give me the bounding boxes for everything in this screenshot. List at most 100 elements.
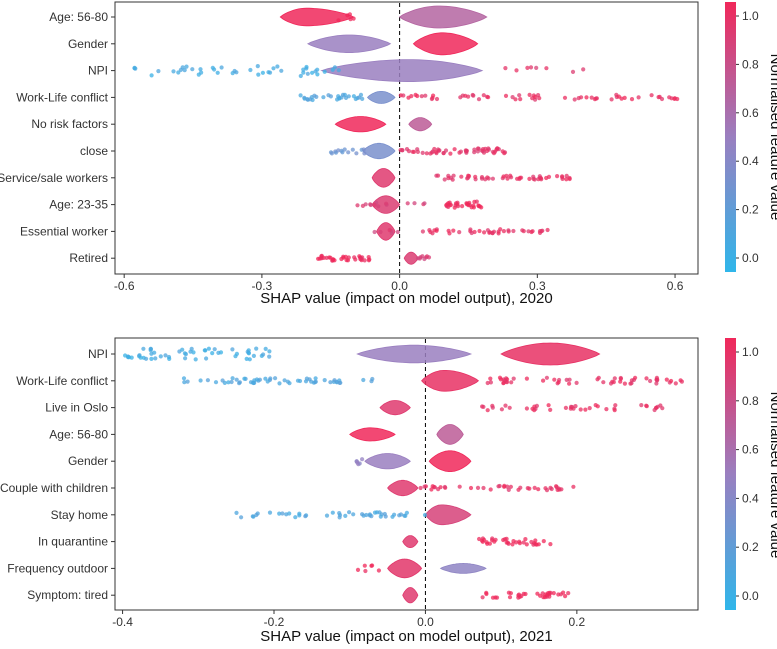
- shap-point: [517, 593, 521, 597]
- shap-point: [472, 150, 476, 154]
- shap-point: [301, 68, 305, 72]
- shap-point: [406, 201, 410, 205]
- shap-point: [557, 487, 561, 491]
- shap-point: [412, 150, 416, 154]
- x-tick-label: -0.4: [112, 615, 133, 629]
- shap-point: [639, 403, 643, 407]
- shap-point: [199, 378, 203, 382]
- feature-row: Age: 23-35: [49, 196, 483, 214]
- shap-point: [336, 18, 340, 22]
- shap-point: [231, 376, 235, 380]
- shap-point: [348, 12, 352, 16]
- shap-point: [495, 147, 499, 151]
- shap-point: [247, 351, 251, 355]
- shap-point: [368, 512, 372, 516]
- shap-point: [271, 66, 275, 70]
- shap-point: [537, 96, 541, 100]
- shap-point: [214, 380, 218, 384]
- feature-label: In quarantine: [38, 535, 108, 549]
- shap-point: [216, 351, 220, 355]
- shap-point: [422, 201, 426, 205]
- shap-point: [610, 97, 614, 101]
- shap-point: [527, 177, 531, 181]
- shap-point: [171, 69, 175, 73]
- shap-point: [376, 204, 380, 208]
- shap-point: [133, 66, 137, 70]
- shap-point: [517, 93, 521, 97]
- shap-point: [613, 376, 617, 380]
- shap-point: [477, 537, 481, 541]
- shap-point: [263, 377, 267, 381]
- shap-point: [319, 254, 323, 258]
- shap-point: [431, 94, 435, 98]
- shap-density-cluster: [441, 563, 486, 573]
- shap-point: [182, 380, 186, 384]
- shap-point: [325, 514, 329, 518]
- feature-row: Symptom: tired: [27, 588, 570, 603]
- shap-point: [473, 175, 477, 179]
- colorbar-tick-label: 0.4: [742, 154, 759, 168]
- shap-point: [299, 74, 303, 78]
- shap-point: [423, 485, 427, 489]
- shap-point: [650, 93, 654, 97]
- shap-density-cluster: [350, 428, 395, 441]
- shap-point: [340, 150, 344, 154]
- shap-point: [446, 176, 450, 180]
- shap-point: [563, 594, 567, 598]
- x-tick-label: 0.0: [417, 615, 434, 629]
- shap-point: [550, 487, 554, 491]
- shap-density-cluster: [308, 35, 391, 53]
- shap-point: [557, 380, 561, 384]
- shap-point: [261, 352, 265, 356]
- shap-point: [159, 354, 163, 358]
- shap-point: [377, 510, 381, 514]
- shap-point: [267, 355, 271, 359]
- shap-point: [612, 380, 616, 384]
- x-tick-label: -0.6: [114, 279, 135, 293]
- shap-point: [325, 256, 329, 260]
- shap-point: [583, 408, 587, 412]
- shap-point: [489, 487, 493, 491]
- shap-point: [637, 95, 641, 99]
- shap-point: [505, 380, 509, 384]
- feature-label: Work-Life conflict: [16, 374, 108, 388]
- shap-point: [427, 228, 431, 232]
- shap-point: [533, 407, 537, 411]
- shap-point: [581, 67, 585, 71]
- shap-point: [534, 66, 538, 70]
- shap-point: [199, 71, 203, 75]
- shap-point: [255, 377, 259, 381]
- shap-point: [273, 376, 277, 380]
- shap-point: [354, 151, 358, 155]
- shap-point: [141, 347, 145, 351]
- colorbar-tick-label: 0.8: [742, 57, 759, 71]
- shap-point: [483, 177, 487, 181]
- shap-point: [541, 379, 545, 383]
- shap-point: [660, 97, 664, 101]
- shap-point: [533, 486, 537, 490]
- shap-point: [579, 407, 583, 411]
- shap-density-cluster: [372, 169, 395, 188]
- shap-point: [423, 94, 427, 98]
- colorbar-tick-label: 1.0: [742, 9, 759, 23]
- shap-point: [575, 381, 579, 385]
- shap-point: [346, 150, 350, 154]
- shap-point: [466, 203, 470, 207]
- shap-point: [617, 95, 621, 99]
- shap-point: [355, 203, 359, 207]
- shap-point: [541, 595, 545, 599]
- shap-point: [529, 65, 533, 69]
- shap-point: [503, 66, 507, 70]
- shap-point: [362, 147, 366, 151]
- shap-point: [370, 563, 374, 567]
- shap-point: [552, 378, 556, 382]
- shap-point: [490, 231, 494, 235]
- shap-point: [648, 379, 652, 383]
- shap-point: [613, 408, 617, 412]
- shap-point: [674, 381, 678, 385]
- shap-point: [623, 382, 627, 386]
- shap-point: [150, 73, 154, 77]
- shap-point: [130, 356, 134, 360]
- shap-point: [235, 378, 239, 382]
- shap-point: [396, 230, 400, 234]
